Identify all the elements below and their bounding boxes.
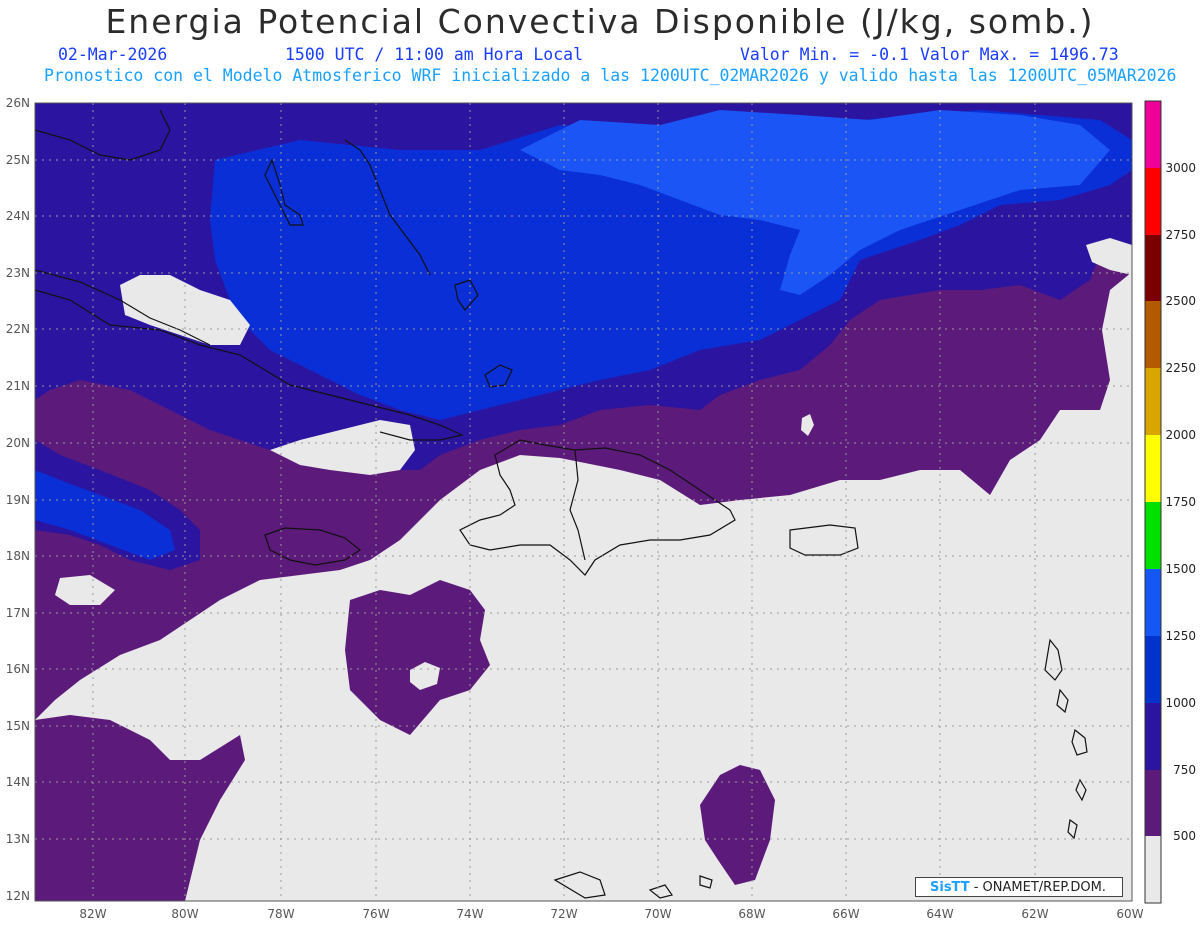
cape-band-1000-west xyxy=(35,470,175,560)
lon-label: 82W xyxy=(79,907,106,921)
coast-haiti-border xyxy=(569,449,586,561)
land-hole-1 xyxy=(270,420,415,475)
colorbar-label: 1750 xyxy=(1165,495,1196,509)
coast-jamaica xyxy=(264,527,362,566)
coast-bahamas-3 xyxy=(454,279,479,311)
colorbar-swatch xyxy=(1145,435,1161,502)
map-frame xyxy=(34,102,1133,902)
credit-box: SisTT - ONAMET/REP.DOM. xyxy=(915,877,1123,897)
land-cuba-hole xyxy=(120,275,250,345)
lon-label: 66W xyxy=(832,907,859,921)
lon-label: 80W xyxy=(171,907,198,921)
sistt-logo: SisTT xyxy=(930,880,970,895)
colorbar-swatch xyxy=(1145,502,1161,569)
colorbar-label: 1500 xyxy=(1165,562,1196,576)
coast-bahamas-4 xyxy=(484,364,513,388)
colorbar-swatch xyxy=(1145,836,1161,903)
land-hole-4 xyxy=(55,575,115,605)
colorbar-swatch xyxy=(1145,636,1161,703)
lat-label: 24N xyxy=(6,209,30,223)
lat-label: 17N xyxy=(6,606,30,620)
lon-label: 78W xyxy=(267,907,294,921)
cape-field xyxy=(35,103,1132,901)
cape-band-500-south xyxy=(35,715,245,901)
colorbar-swatch xyxy=(1145,770,1161,836)
cape-band-500-east xyxy=(700,765,775,885)
coast-bahamas-2 xyxy=(344,139,431,276)
lat-label: 23N xyxy=(6,266,30,280)
lat-label: 19N xyxy=(6,493,30,507)
lon-label: 68W xyxy=(738,907,765,921)
colorbar-labels: 3000 2750 2500 2250 2000 1750 1500 1250 … xyxy=(1165,161,1196,843)
forecast-subtitle: Pronostico con el Modelo Atmosferico WRF… xyxy=(44,66,1177,85)
land-hole-5 xyxy=(1086,238,1132,275)
coast-puerto-rico xyxy=(789,524,859,556)
colorbar-swatch xyxy=(1145,703,1161,770)
lat-label: 22N xyxy=(6,322,30,336)
forecast-time: 1500 UTC / 11:00 am Hora Local xyxy=(285,45,584,64)
lat-label: 20N xyxy=(6,436,30,450)
lat-label: 13N xyxy=(6,832,30,846)
coast-cuba xyxy=(35,289,464,441)
lat-label: 21N xyxy=(6,379,30,393)
coast-cuba-north xyxy=(35,269,211,346)
colorbar-label: 2000 xyxy=(1165,428,1196,442)
colorbar-label: 3000 xyxy=(1165,161,1196,175)
lat-label: 14N xyxy=(6,775,30,789)
lat-label: 25N xyxy=(6,153,30,167)
forecast-date: 02-Mar-2026 xyxy=(58,45,168,64)
coastlines xyxy=(35,109,1088,899)
coast-hispaniola xyxy=(459,439,736,576)
min-value: Valor Min. = -0.1 xyxy=(740,45,909,64)
longitude-labels: 82W 80W 78W 76W 74W 72W 70W 68W 66W 64W … xyxy=(79,907,1143,921)
coast-bahamas-1 xyxy=(264,158,304,226)
coast-florida xyxy=(35,109,171,161)
colorbar-swatch xyxy=(1145,368,1161,435)
lat-label: 16N xyxy=(6,662,30,676)
max-value: Valor Max. = 1496.73 xyxy=(920,45,1119,64)
colorbar xyxy=(1144,100,1162,904)
lon-label: 76W xyxy=(362,907,389,921)
lon-label: 72W xyxy=(550,907,577,921)
lon-label: 60W xyxy=(1116,907,1143,921)
latitude-labels: 26N 25N 24N 23N 22N 21N 20N 19N 18N 17N … xyxy=(6,96,30,903)
lat-label: 26N xyxy=(6,96,30,110)
colorbar-label: 2500 xyxy=(1165,294,1196,308)
lat-label: 15N xyxy=(6,719,30,733)
land-hole-2 xyxy=(410,662,440,690)
colorbar-swatch xyxy=(1145,235,1161,301)
lat-label: 12N xyxy=(6,889,30,903)
cape-band-500-haiti-south xyxy=(345,580,490,735)
colorbar-swatch xyxy=(1145,301,1161,368)
coast-lesser-antilles xyxy=(1044,638,1088,840)
colorbar-label: 2750 xyxy=(1165,228,1196,242)
credit-text: - ONAMET/REP.DOM. xyxy=(973,880,1106,895)
lon-label: 64W xyxy=(926,907,953,921)
land-hole-3 xyxy=(801,414,814,436)
colorbar-label: 2250 xyxy=(1165,361,1196,375)
colorbar-swatch xyxy=(1145,569,1161,636)
lon-label: 70W xyxy=(644,907,671,921)
lon-label: 74W xyxy=(456,907,483,921)
lon-label: 62W xyxy=(1021,907,1048,921)
lat-lon-grid xyxy=(35,103,1132,901)
cape-band-1250 xyxy=(520,110,1110,295)
colorbar-label: 750 xyxy=(1173,763,1196,777)
colorbar-label: 500 xyxy=(1173,829,1196,843)
map-title: Energia Potencial Convectiva Disponible … xyxy=(105,2,1095,41)
lat-label: 18N xyxy=(6,549,30,563)
colorbar-swatch xyxy=(1145,101,1161,168)
colorbar-label: 1250 xyxy=(1165,629,1196,643)
colorbar-swatch xyxy=(1145,168,1161,235)
colorbar-label: 1000 xyxy=(1165,696,1196,710)
coast-venezuela-islands xyxy=(553,871,713,899)
